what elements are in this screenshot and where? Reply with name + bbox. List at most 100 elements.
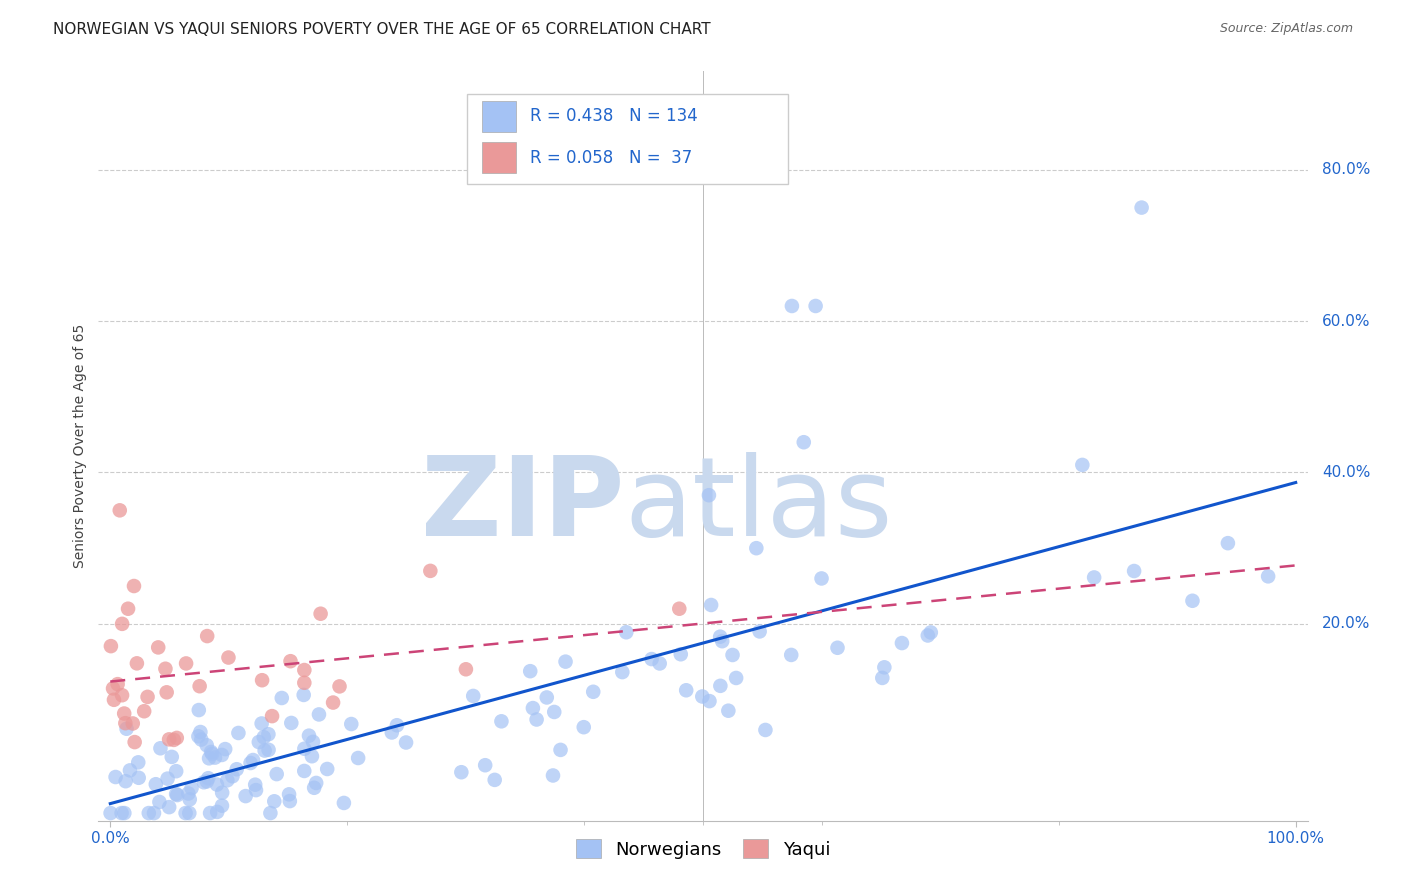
Point xyxy=(748,624,770,639)
Point xyxy=(124,735,146,749)
Text: 60.0%: 60.0% xyxy=(1322,314,1371,328)
Point xyxy=(804,299,827,313)
Point xyxy=(340,717,363,731)
Legend: Norwegians, Yaqui: Norwegians, Yaqui xyxy=(567,830,839,868)
Point xyxy=(347,751,370,765)
Point xyxy=(214,742,236,756)
Point xyxy=(450,765,472,780)
Point xyxy=(721,648,744,662)
Point xyxy=(179,792,201,806)
Point xyxy=(166,731,188,745)
Point xyxy=(526,713,548,727)
Point xyxy=(754,723,776,737)
Y-axis label: Seniors Poverty Over the Age of 65: Seniors Poverty Over the Age of 65 xyxy=(73,324,87,568)
Point xyxy=(211,747,233,762)
Point xyxy=(228,726,250,740)
Point xyxy=(648,657,671,671)
Point xyxy=(157,800,180,814)
Point xyxy=(100,639,122,653)
Point xyxy=(419,564,441,578)
Point xyxy=(1123,564,1146,578)
Point xyxy=(305,776,328,790)
Point xyxy=(188,679,211,693)
Point xyxy=(112,806,135,821)
Text: R = 0.058   N =  37: R = 0.058 N = 37 xyxy=(530,149,692,167)
Point xyxy=(280,715,302,730)
Point xyxy=(125,657,148,671)
Point xyxy=(155,662,177,676)
Point xyxy=(454,662,477,676)
Point xyxy=(522,701,544,715)
Point xyxy=(675,683,697,698)
Point xyxy=(697,488,720,502)
Point xyxy=(108,503,131,517)
Point xyxy=(301,749,323,764)
Point xyxy=(917,628,939,642)
Text: 20.0%: 20.0% xyxy=(1322,616,1371,632)
Point xyxy=(221,769,243,783)
Point xyxy=(149,741,172,756)
Point xyxy=(550,743,572,757)
FancyBboxPatch shape xyxy=(482,101,516,132)
Point xyxy=(111,688,134,702)
Text: 40.0%: 40.0% xyxy=(1322,465,1371,480)
Point xyxy=(474,758,496,772)
Point xyxy=(395,735,418,749)
Point xyxy=(190,732,212,747)
Point xyxy=(328,680,350,694)
Point xyxy=(127,756,149,770)
Text: 80.0%: 80.0% xyxy=(1322,162,1371,178)
Point xyxy=(156,685,179,699)
Point xyxy=(257,743,280,757)
Point xyxy=(827,640,849,655)
Point xyxy=(112,706,135,721)
Point xyxy=(122,579,145,593)
Point xyxy=(195,629,218,643)
Point xyxy=(316,762,339,776)
Point xyxy=(614,625,637,640)
Point xyxy=(103,693,125,707)
Point xyxy=(110,806,132,821)
Point xyxy=(205,778,228,792)
Text: atlas: atlas xyxy=(624,452,893,559)
Point xyxy=(554,655,576,669)
Point xyxy=(709,679,731,693)
Point xyxy=(669,647,692,661)
Point xyxy=(536,690,558,705)
Point xyxy=(217,773,239,788)
Point xyxy=(298,729,321,743)
Point xyxy=(250,673,273,688)
Point xyxy=(699,694,721,708)
Point xyxy=(1216,536,1239,550)
Point xyxy=(174,806,197,821)
Point xyxy=(187,729,209,743)
Point xyxy=(381,725,404,739)
Point xyxy=(179,806,201,821)
Point xyxy=(235,789,257,803)
Point xyxy=(190,725,212,739)
Point xyxy=(292,688,315,702)
Point xyxy=(195,739,218,753)
Text: ZIP: ZIP xyxy=(420,452,624,559)
Point xyxy=(104,770,127,784)
Point xyxy=(242,753,264,767)
Point xyxy=(143,806,166,821)
Point xyxy=(717,704,740,718)
Point xyxy=(245,778,267,792)
Text: R = 0.438   N = 134: R = 0.438 N = 134 xyxy=(530,107,697,125)
Point xyxy=(263,794,285,808)
Point xyxy=(709,630,731,644)
Point xyxy=(810,571,832,585)
Point xyxy=(111,616,134,631)
Point xyxy=(873,660,896,674)
Point xyxy=(174,657,197,671)
Point xyxy=(117,601,139,615)
Point xyxy=(292,663,315,677)
Point xyxy=(308,707,330,722)
Point xyxy=(745,541,768,556)
Point xyxy=(700,598,723,612)
Point xyxy=(100,806,122,821)
Point xyxy=(200,745,222,759)
Point xyxy=(201,747,224,761)
Point xyxy=(333,796,356,810)
